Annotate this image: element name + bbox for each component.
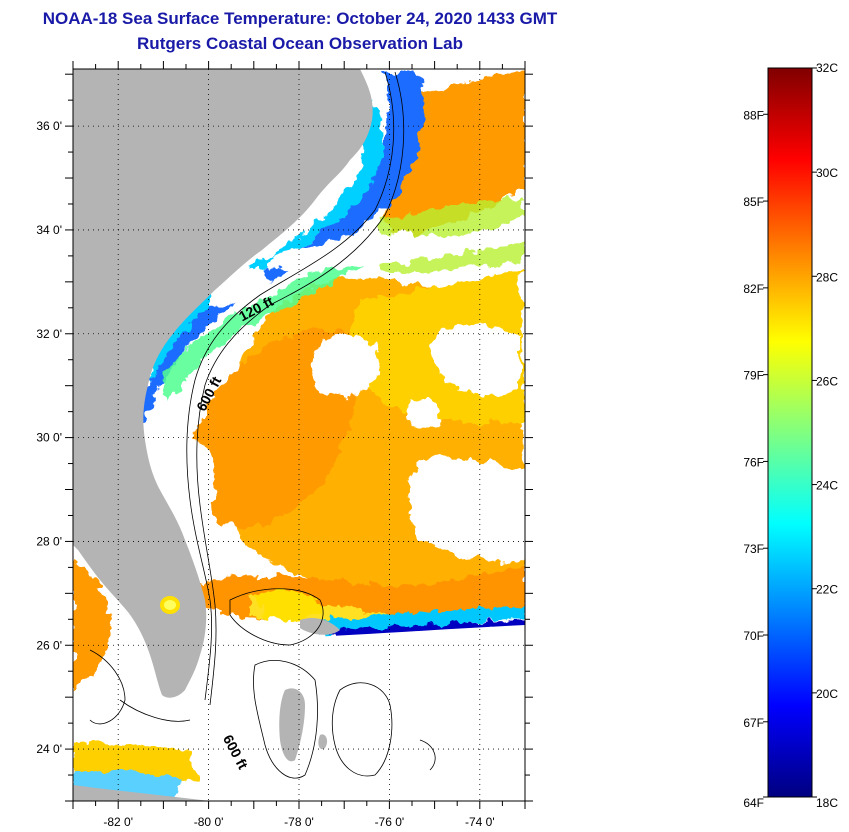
colorbar-fahrenheit-label: 88F bbox=[743, 108, 764, 122]
colorbar-celsius-label: 30C bbox=[816, 166, 838, 180]
colorbar-fahrenheit-label: 64F bbox=[743, 796, 764, 810]
lat-tick-label: 24 0' bbox=[36, 742, 62, 756]
lat-tick-label: 34 0' bbox=[36, 223, 62, 237]
lat-tick-label: 32 0' bbox=[36, 327, 62, 341]
colorbar-fahrenheit-label: 76F bbox=[743, 455, 764, 469]
colorbar-fahrenheit-label: 73F bbox=[743, 542, 764, 556]
colorbar-celsius-label: 32C bbox=[816, 61, 838, 75]
map-tick-labels: -82 0' -80 0' -78 0' -76 0' -74 0' 36 0' 34 0'… bbox=[36, 119, 494, 829]
lon-tick-label: -80 0' bbox=[194, 815, 224, 829]
colorbar-fahrenheit-label: 85F bbox=[743, 195, 764, 209]
isobath-lines bbox=[89, 71, 436, 779]
colorbar-fahrenheit-label: 82F bbox=[743, 282, 764, 296]
colorbar-fahrenheit-label: 79F bbox=[743, 369, 764, 383]
map-subtitle: Rutgers Coastal Ocean Observation Lab bbox=[137, 34, 463, 53]
lat-tick-label: 26 0' bbox=[36, 638, 62, 652]
colorbar-celsius-label: 18C bbox=[816, 796, 838, 810]
colorbar-fahrenheit-label: 67F bbox=[743, 716, 764, 730]
colorbar-fahrenheit-label: 70F bbox=[743, 629, 764, 643]
land-mass bbox=[73, 69, 373, 801]
lon-tick-label: -78 0' bbox=[284, 815, 314, 829]
lon-tick-label: -82 0' bbox=[103, 815, 133, 829]
colorbar-celsius-label: 24C bbox=[816, 479, 838, 493]
colorbar-celsius-labels: 32C 30C 28C 26C 24C 22C 20C 18C bbox=[812, 61, 838, 810]
colorbar-celsius-label: 22C bbox=[816, 583, 838, 597]
colorbar-celsius-label: 20C bbox=[816, 687, 838, 701]
colorbar-gradient bbox=[767, 67, 813, 798]
lon-tick-label: -74 0' bbox=[465, 815, 495, 829]
lon-tick-label: -76 0' bbox=[375, 815, 405, 829]
lat-tick-label: 36 0' bbox=[36, 119, 62, 133]
colorbar-fahrenheit-labels: 88F 85F 82F 79F 76F 73F 70F 67F 64F bbox=[743, 108, 768, 810]
map-title: NOAA-18 Sea Surface Temperature: October… bbox=[42, 9, 558, 28]
colorbar-celsius-label: 28C bbox=[816, 270, 838, 284]
lat-tick-label: 30 0' bbox=[36, 431, 62, 445]
temperature-colorbar: 88F 85F 82F 79F 76F 73F 70F 67F 64F 32C 30C 28C 26C… bbox=[743, 61, 838, 810]
map-ticks bbox=[65, 61, 533, 809]
colorbar-celsius-label: 26C bbox=[816, 374, 838, 388]
lat-tick-label: 28 0' bbox=[36, 534, 62, 548]
map-gridlines bbox=[73, 69, 525, 801]
